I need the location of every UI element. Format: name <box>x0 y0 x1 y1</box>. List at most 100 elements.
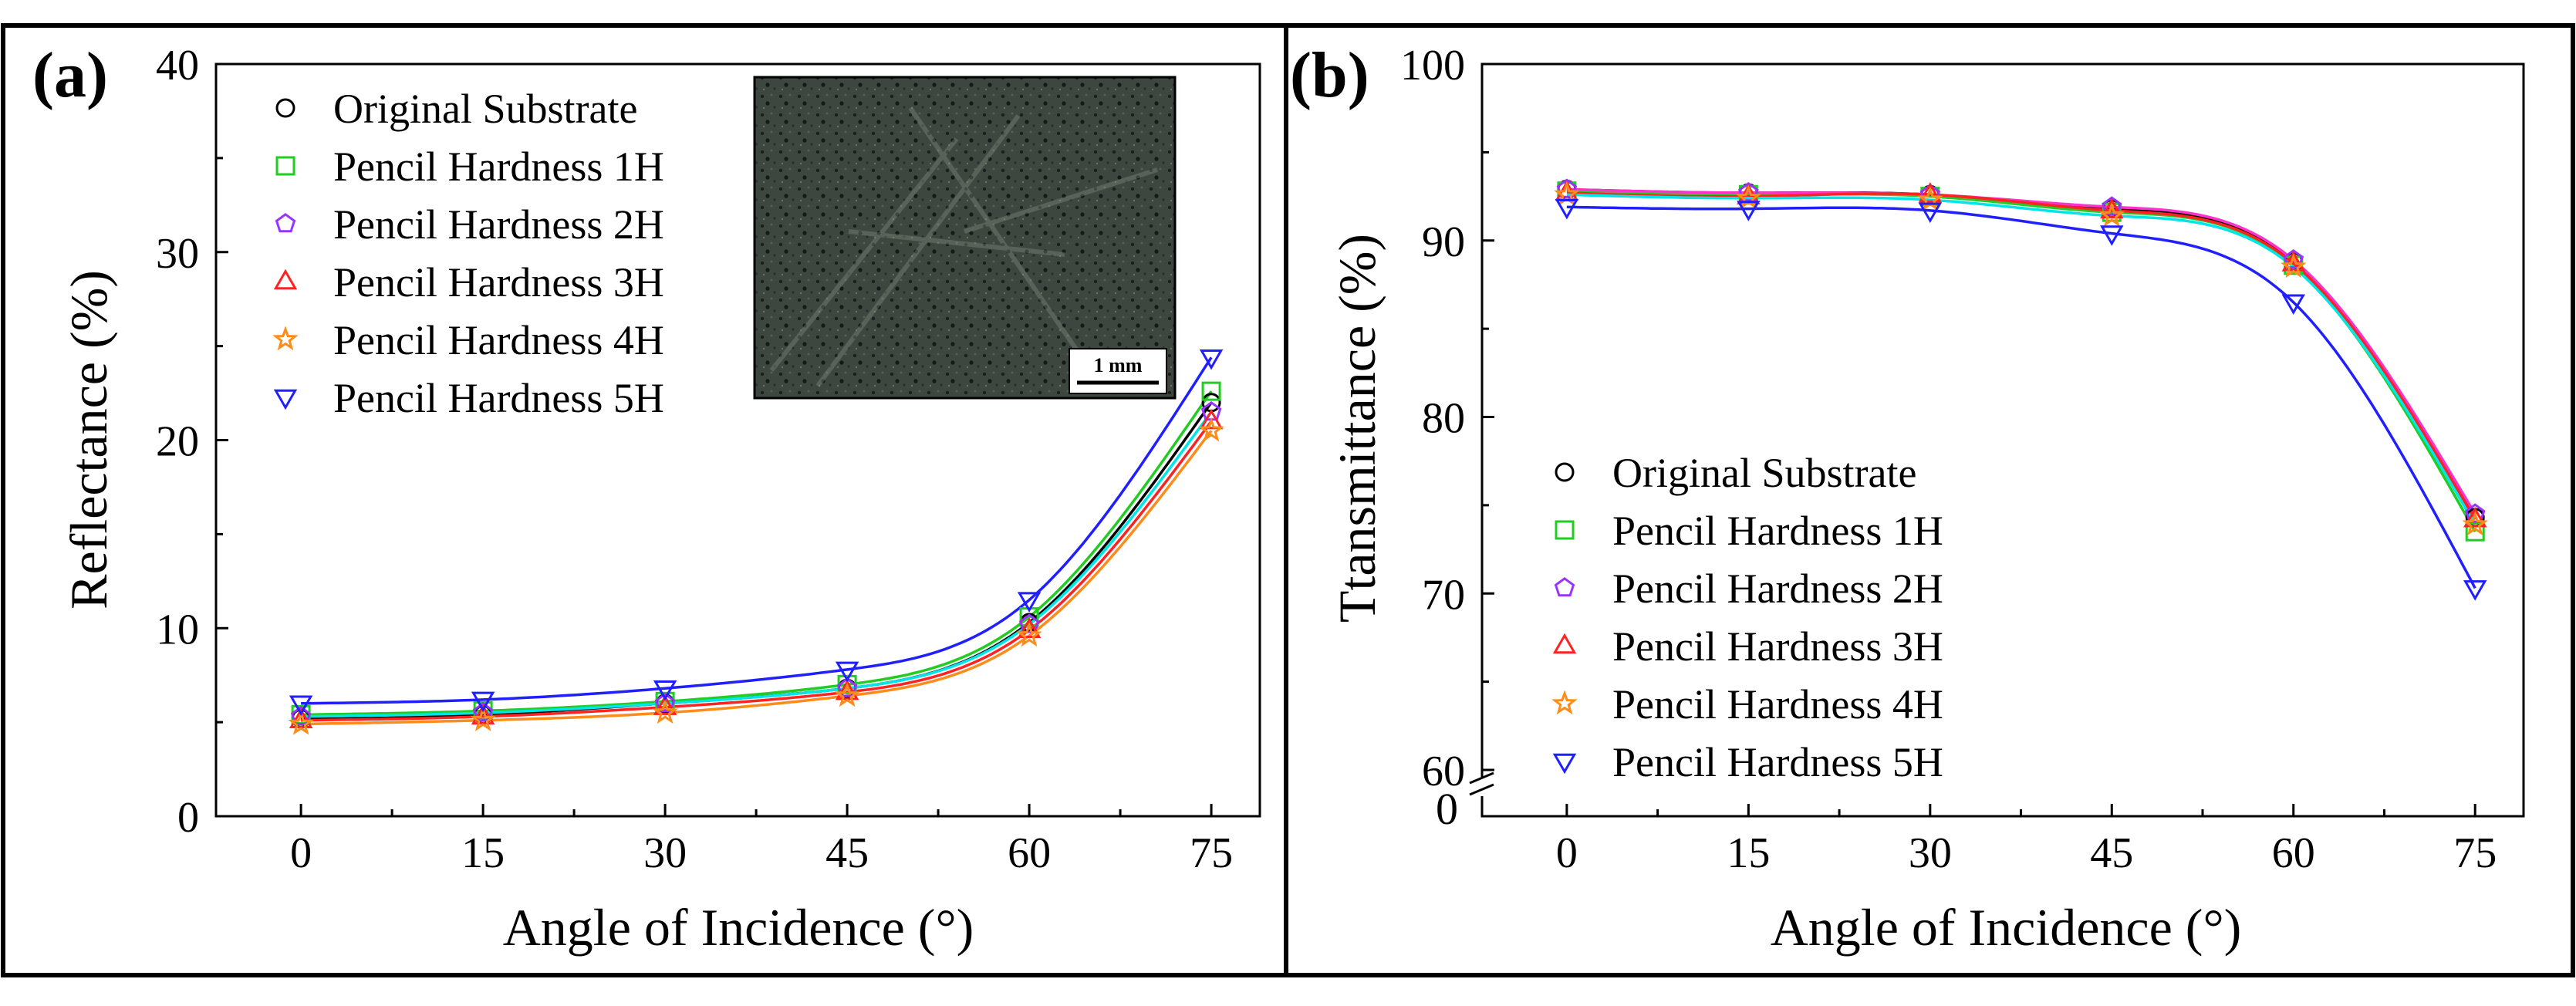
scale-bar-label: 1 mm <box>1094 354 1143 376</box>
legend-marker <box>1551 690 1578 715</box>
micrograph-texture <box>769 106 1158 387</box>
x-tick-label: 60 <box>1008 829 1051 877</box>
x-tick-label: 30 <box>1909 829 1952 877</box>
legend-label: Pencil Hardness 5H <box>1612 739 1943 785</box>
panel-b-tag: (b) <box>1290 39 1369 111</box>
data-point <box>1017 592 1042 613</box>
legend-marker <box>1552 633 1577 654</box>
legend-marker <box>275 156 295 176</box>
legend-label: Pencil Hardness 3H <box>333 259 664 306</box>
legend-label: Pencil Hardness 2H <box>1612 565 1943 612</box>
fit-line <box>301 410 1213 718</box>
y-break-zero-label: 0 <box>1436 784 1458 834</box>
data-point <box>1018 613 1040 633</box>
x-axis-label-a: Angle of Incidence (°) <box>503 898 974 957</box>
data-point <box>2100 225 2124 246</box>
fit-line <box>1566 191 2476 521</box>
fit-line <box>1566 205 2476 589</box>
x-tick-label: 30 <box>643 829 687 877</box>
chart-reflectance: 1 mm 0 15 30 45 60 75 0 10 20 30 40 Angle of Inci… <box>59 42 1261 957</box>
y-tick-label: 20 <box>156 418 199 466</box>
x-tick-label: 45 <box>825 829 869 877</box>
legend-label: Pencil Hardness 1H <box>333 143 664 190</box>
data-point <box>2462 511 2488 536</box>
x-axis-label-b: Angle of Incidence (°) <box>1771 898 2242 957</box>
data-point <box>470 707 496 731</box>
data-point <box>1737 201 1761 221</box>
fit-line <box>301 420 1213 722</box>
legend-marker <box>275 213 296 233</box>
chart-transmittance: 0 15 30 45 60 75 60 70 80 90 100 0 Angle of Incid… <box>1328 42 2525 957</box>
panel-b-frame <box>1284 23 2575 977</box>
x-tick-label: 60 <box>2272 829 2315 877</box>
data-point <box>652 699 678 724</box>
legend-marker <box>1555 520 1575 540</box>
data-point <box>1017 617 1042 638</box>
legend-label: Pencil Hardness 5H <box>333 375 664 421</box>
data-point <box>1918 202 1943 224</box>
legend-label: Original Substrate <box>333 86 637 132</box>
data-point <box>1556 178 1578 198</box>
legend-label: Pencil Hardness 3H <box>1612 623 1943 670</box>
legend-label: Pencil Hardness 1H <box>1612 508 1943 554</box>
legend-marker <box>1552 753 1577 775</box>
data-point <box>288 711 314 735</box>
x-tick-label: 0 <box>290 829 312 877</box>
legend-b: Original Substrate Pencil Hardness 1H Penc… <box>1551 450 1943 785</box>
data-point <box>471 691 495 713</box>
x-tick-label: 15 <box>1727 829 1770 877</box>
x-tick-label: 75 <box>2453 829 2497 877</box>
fit-line <box>301 356 1213 705</box>
data-point <box>653 694 677 715</box>
fit-line <box>301 390 1213 717</box>
data-point <box>1199 349 1224 370</box>
data-point <box>834 682 860 707</box>
x-tick-label: 45 <box>2090 829 2133 877</box>
fit-line <box>301 430 1213 726</box>
fit-line <box>1566 193 2476 525</box>
data-point <box>1199 408 1224 430</box>
data-point <box>2100 197 2124 219</box>
legend-label: Pencil Hardness 2H <box>333 201 664 248</box>
data-point <box>836 677 858 697</box>
panel-a-tag: (a) <box>32 39 108 111</box>
data-point <box>2464 503 2486 523</box>
y-tick-label: 70 <box>1422 571 1465 619</box>
legend-label: Original Substrate <box>1612 450 1916 496</box>
data-point <box>1918 182 1943 203</box>
data-point <box>2283 248 2304 269</box>
y-tick-label: 60 <box>1422 748 1465 795</box>
data-point <box>2463 580 2487 601</box>
x-tick-label: 15 <box>461 829 505 877</box>
y-tick-label: 30 <box>156 230 199 278</box>
legend-marker <box>273 268 298 290</box>
data-point <box>835 661 859 683</box>
micrograph-image <box>753 76 1177 400</box>
y-tick-label: 80 <box>1422 395 1465 443</box>
x-tick-label: 75 <box>1190 829 1233 877</box>
legend-marker <box>1555 462 1575 482</box>
data-point <box>2098 202 2125 227</box>
data-point <box>2281 253 2307 279</box>
fit-line <box>301 401 1213 721</box>
axis-break <box>1469 771 1494 796</box>
data-point <box>472 701 494 722</box>
y-tick-label: 90 <box>1422 218 1465 266</box>
data-point <box>2465 522 2485 542</box>
legend-label: Pencil Hardness 4H <box>333 317 664 363</box>
data-point <box>2281 294 2305 316</box>
plot-area-b <box>1480 62 2525 818</box>
legend-marker <box>272 326 299 351</box>
data-point <box>1738 182 1759 202</box>
y-tick-label: 10 <box>156 606 199 653</box>
legend-label: Pencil Hardness 4H <box>1612 681 1943 727</box>
scale-box <box>1069 348 1167 394</box>
data-point <box>1016 622 1042 647</box>
legend-marker <box>1554 577 1575 597</box>
fit-line <box>1566 187 2476 515</box>
y-tick-label: 0 <box>177 794 199 842</box>
data-point <box>290 705 312 726</box>
data-point <box>2463 506 2487 528</box>
data-point <box>289 695 313 716</box>
